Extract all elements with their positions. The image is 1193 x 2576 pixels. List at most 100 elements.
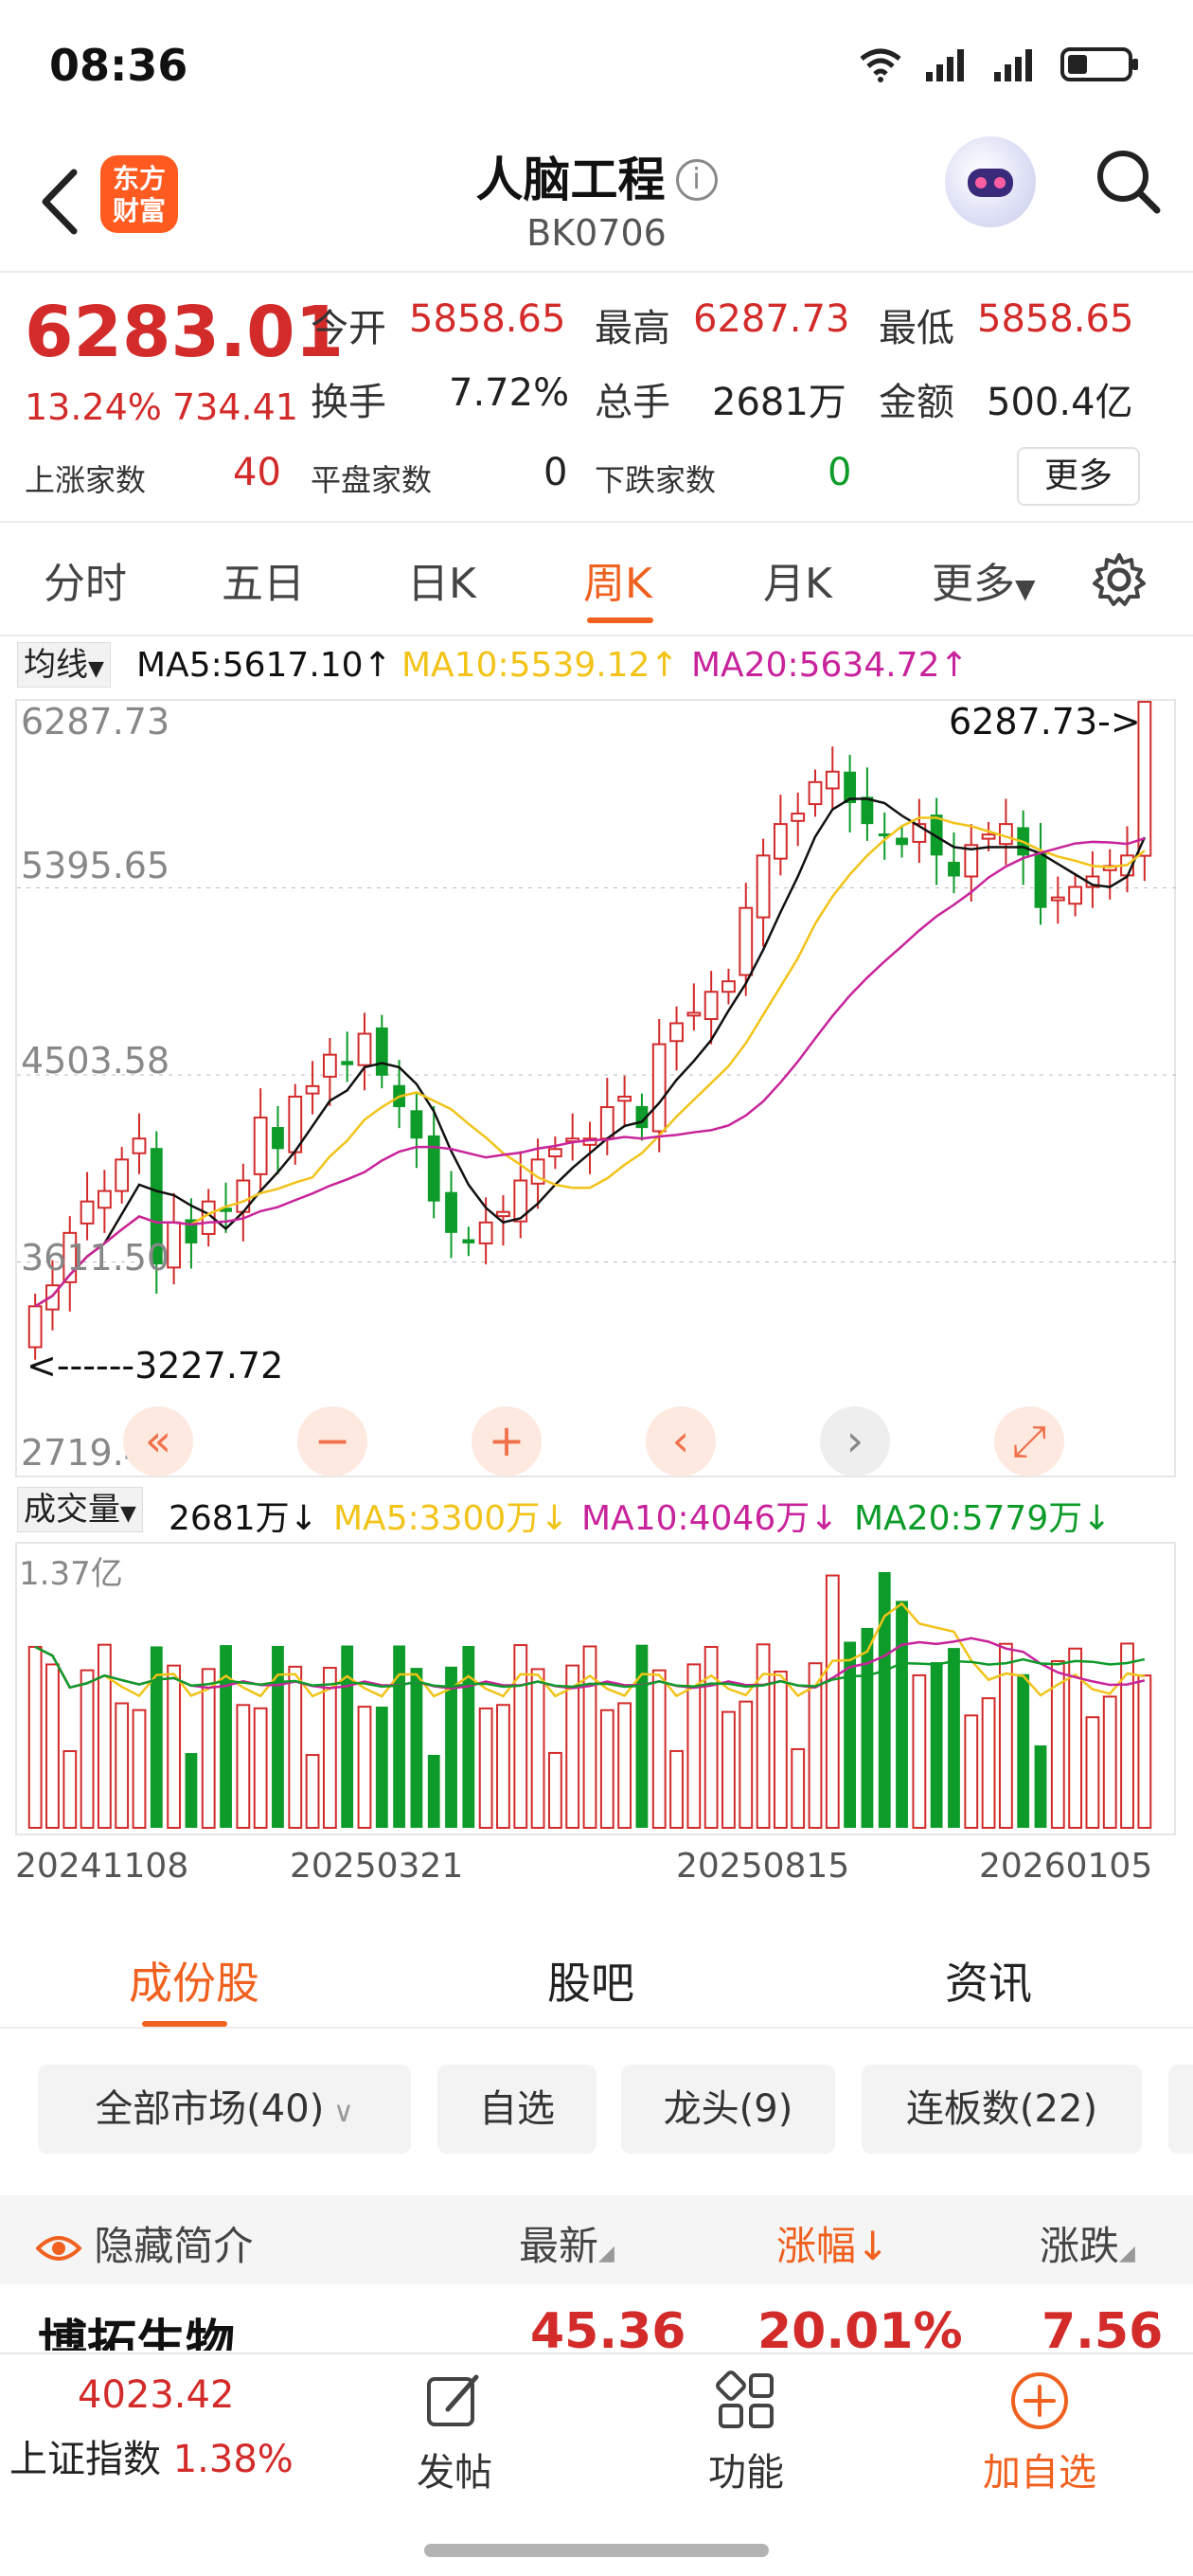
volume-ma20: MA20:5779万↓: [854, 1499, 1112, 1538]
volume-bar: [253, 1707, 268, 1829]
volume-bar: [1137, 1674, 1152, 1829]
filter-limit-up-streak[interactable]: 连板数(22): [862, 2065, 1142, 2154]
y-axis-mid3: 3611.50: [21, 1237, 170, 1279]
ma-selector[interactable]: 均线▼: [17, 642, 111, 688]
volume-selector-label: 成交量: [24, 1491, 120, 1529]
tab-intraday[interactable]: 分时: [44, 560, 127, 608]
table-row[interactable]: 博拓生物 45.36 20.01% 7.56: [0, 2284, 1193, 2351]
volume-bar: [305, 1754, 320, 1829]
index-value[interactable]: 4023.42: [78, 2373, 235, 2417]
volume-selector[interactable]: 成交量▼: [17, 1487, 143, 1532]
hide-intro-toggle[interactable]: 隐藏简介: [35, 2214, 254, 2272]
gear-icon[interactable]: [1091, 551, 1148, 608]
candle-body: [756, 854, 771, 919]
tab-forum[interactable]: 股吧: [547, 1958, 634, 2009]
post-label: 发帖: [417, 2451, 492, 2495]
status-bar: 08:36: [0, 0, 1193, 133]
volume-bar: [445, 1666, 457, 1828]
add-watchlist-label: 加自选: [983, 2451, 1096, 2495]
volume-bar: [669, 1749, 684, 1830]
assistant-robot-icon[interactable]: [945, 136, 1036, 227]
volume-bar: [964, 1714, 979, 1829]
high-value: 6287.73: [693, 297, 850, 341]
volume-bar: [582, 1645, 597, 1829]
low-annotation: <------3227.72: [27, 1345, 284, 1386]
zoom-in-button[interactable]: +: [472, 1406, 542, 1476]
ma20-value: MA20:5634.72↑: [691, 646, 969, 685]
section-tabs: 成份股 股吧 资讯: [0, 1923, 1193, 2029]
filter-watchlist[interactable]: 自选: [437, 2065, 596, 2154]
tab-more[interactable]: 更多▼: [932, 549, 1036, 610]
tab-constituents[interactable]: 成份股: [129, 1958, 259, 2009]
volume-bar: [981, 1697, 996, 1829]
hide-intro-label: 隐藏简介: [94, 2223, 254, 2269]
volume-bar: [721, 1710, 736, 1829]
candle-body: [844, 771, 857, 803]
fullscreen-button[interactable]: ⤢: [994, 1406, 1064, 1476]
candle-body: [686, 1011, 702, 1017]
logo-text-2: 财富: [112, 195, 166, 226]
index-ticker[interactable]: 上证指数 1.38%: [9, 2428, 294, 2483]
ma-legend: 均线▼ MA5:5617.10↑ MA10:5539.12↑ MA20:5634…: [0, 640, 1193, 693]
filter-overflow[interactable]: [1168, 2065, 1193, 2154]
scroll-right-button[interactable]: ›: [820, 1406, 890, 1476]
tab-daily-k[interactable]: 日K: [407, 560, 476, 608]
col-change-pct[interactable]: 涨幅↓: [776, 2223, 890, 2269]
date-label-3: 20250815: [676, 1847, 850, 1886]
col-change-label: 涨跌: [1040, 2223, 1120, 2269]
candle-body: [547, 1148, 562, 1158]
y-axis-top: 6287.73: [21, 701, 170, 742]
candle-body: [410, 1110, 423, 1139]
stock-change: 7.56: [1042, 2303, 1164, 2351]
jump-start-button[interactable]: «: [123, 1406, 193, 1476]
volume-bar: [427, 1754, 440, 1828]
info-icon[interactable]: i: [675, 159, 718, 201]
volume-bar: [844, 1641, 857, 1828]
tab-news[interactable]: 资讯: [945, 1958, 1032, 2009]
grid-icon: [716, 2370, 774, 2428]
up-count-label: 上涨家数: [25, 462, 147, 498]
flat-count: 0: [543, 451, 568, 494]
candle-body: [791, 813, 806, 822]
scroll-left-button[interactable]: ‹: [646, 1406, 716, 1476]
col-change[interactable]: 涨跌◢: [1040, 2214, 1135, 2272]
page-title: 人脑工程: [475, 152, 666, 207]
candle-body: [878, 833, 891, 837]
add-watchlist-button[interactable]: 加自选: [964, 2370, 1115, 2496]
volume-bar: [288, 1665, 303, 1829]
tab-monthly-k[interactable]: 月K: [763, 560, 832, 608]
flat-count-label: 平盘家数: [311, 462, 433, 498]
volume-chart[interactable]: 1.37亿: [15, 1542, 1176, 1835]
zoom-out-button[interactable]: −: [297, 1406, 367, 1476]
back-arrow-icon[interactable]: [32, 159, 89, 244]
volume-bar: [150, 1646, 163, 1828]
amount-value: 500.4亿: [987, 381, 1133, 424]
candle-body: [981, 833, 996, 840]
candle-body: [861, 796, 874, 825]
more-button[interactable]: 更多: [1017, 447, 1140, 506]
y-axis-mid1: 5395.65: [21, 845, 170, 886]
vol-ma20-line: [34, 1645, 1146, 1690]
post-button[interactable]: 发帖: [379, 2370, 530, 2496]
candle-body: [478, 1221, 493, 1244]
candle-body: [375, 1027, 388, 1076]
app-logo: 东方 财富: [100, 155, 178, 233]
search-icon[interactable]: [1091, 144, 1166, 220]
candle-body: [27, 1305, 43, 1349]
candle-body: [808, 780, 823, 806]
function-button[interactable]: 功能: [670, 2370, 822, 2496]
volume-bar: [912, 1673, 927, 1829]
tab-weekly-k[interactable]: 周K: [583, 560, 652, 608]
tab-five-day[interactable]: 五日: [222, 560, 305, 608]
candle-body: [739, 906, 754, 976]
candle-body: [964, 844, 979, 878]
filter-all-market[interactable]: 全部市场(40) ∨: [38, 2065, 411, 2154]
volume-bar: [478, 1707, 493, 1830]
open-label: 今开: [311, 307, 386, 350]
col-latest[interactable]: 最新◢: [519, 2214, 614, 2272]
volume-bar: [322, 1667, 337, 1829]
current-price: 6283.01: [25, 292, 345, 373]
kline-chart[interactable]: 6287.73 5395.65 4503.58 3611.50 2719.43 …: [15, 699, 1178, 1477]
filter-leaders[interactable]: 龙头(9): [621, 2065, 835, 2154]
candle-body: [62, 1231, 78, 1283]
